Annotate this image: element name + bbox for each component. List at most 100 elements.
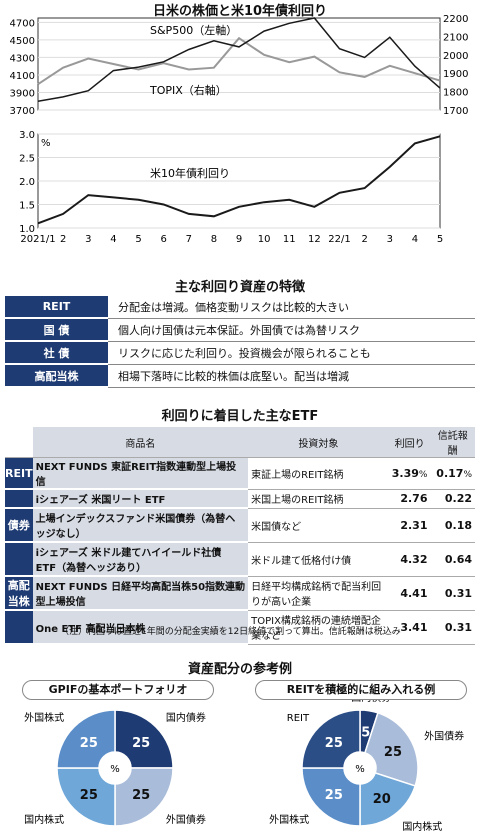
rate-label: 米10年債利回り [150,166,230,180]
x-tick-label: 5 [437,234,443,245]
etf-yield: 4.41 [388,576,431,611]
etf-title: 利回りに着目した主なETF [161,409,319,424]
topix-label: TOPIX（右軸） [149,83,227,97]
right-tick-label: 1700 [443,106,468,117]
x-tick-label: 10 [258,234,271,245]
reit-pie-value: 25 [325,788,343,803]
rate-tick-label: 2.0 [19,177,35,188]
etf-row: One ETF 高配当日本株 TOPIX構成銘柄の連続増配企業など 3.41 0… [5,610,475,645]
feature-row: REIT 分配金は増減。価格変動リスクは比較的大きい [5,296,475,319]
x-tick-label: 4 [412,234,418,245]
right-tick-label: 2000 [443,51,468,62]
reit-pie-slice-label: 国内債券 [351,700,391,704]
gpif-pie-value: 25 [80,788,98,803]
etf-name: iシェアーズ 米国リート ETF [32,489,249,509]
reit-pie-value: 25 [384,745,402,760]
reit-pie-value: 5 [361,725,370,740]
reit-pie-slice [301,767,361,827]
etf-yield: 2.31 [388,508,431,543]
feature-row: 社 債リスクに応じた利回り。投資機会が限られることも [5,341,475,365]
etf-yield-unit: % [418,469,428,480]
x-tick-label: 9 [236,234,242,245]
x-tick-label: 6 [160,234,166,245]
etf-target: TOPIX構成銘柄の連続増配企業など [248,610,389,645]
pie2-title: REITを積極的に組み入れる例 [255,680,467,700]
reit-pie-slice-label: 国内株式 [402,820,442,833]
feature-row: 高配当株 相場下落時に比較的株価は底堅い。配当は増減 [5,364,475,388]
etf-header-yield: 利回り [388,427,431,458]
etf-target: 米国上場のREIT銘柄 [248,489,389,509]
etf-row: 債券 上場インデックスファンド米国債券（為替ヘッジなし） 米国債など 2.31 … [5,508,475,543]
etf-category [5,489,33,509]
x-tick-label: 4 [110,234,116,245]
etf-header-fee: 信託報酬 [430,427,475,458]
x-tick-label: 3 [387,234,393,245]
etf-header-target: 投資対象 [248,427,389,458]
reit-pie-slice [301,709,361,769]
etf-fee: 0.18 [430,508,475,543]
etf-fee-unit: % [463,469,472,480]
sp500-label: S&P500（左軸） [150,23,237,37]
x-tick-label: 2 [361,234,367,245]
reit-pie-slice [363,711,419,787]
etf-fee: 0.64 [430,542,475,577]
x-tick-label: 12 [308,234,321,245]
x-tick-label: 11 [283,234,296,245]
feature-key: 高配当株 [5,364,108,388]
reit-pie-slice-label: 外国債券 [424,729,464,742]
feature-key: 社 債 [5,341,108,365]
rate-tick-label: 1.5 [19,201,35,212]
etf-name: iシェアーズ 米ドル建てハイイールド社債 ETF（為替ヘッジあり） [32,542,249,577]
feature-desc: 個人向け国債は元本保証。外国債では為替リスク [108,318,475,342]
rate-tick-label: 2.5 [19,154,35,165]
gpif-pie-slice-label: 外国債券 [166,813,206,826]
etf-fee: 0.17% [430,457,475,490]
features-table: REIT 分配金は増減。価格変動リスクは比較的大きい国 債個人向け国債は元本保証。… [5,296,475,388]
etf-row: 高配当株 NEXT FUNDS 日経平均高配当株50指数連動型上場投信 日経平均… [5,576,475,611]
feature-row: 国 債個人向け国債は元本保証。外国債では為替リスク [5,318,475,342]
x-tick-label: 2 [60,234,66,245]
gpif-pie-slice-label: 外国株式 [24,711,64,724]
x-tick-label: 7 [186,234,192,245]
etf-name: NEXT FUNDS 日経平均高配当株50指数連動型上場投信 [32,576,249,611]
etf-yield-value: 3.39 [391,466,419,480]
etf-target: 米ドル建て低格付け債 [248,542,389,577]
upper-panel-frame [37,17,441,111]
left-tick-label: 4100 [10,71,35,82]
rate-tick-label: 1.0 [19,224,35,235]
etf-category [5,542,33,577]
gpif-pie-slice [114,767,174,827]
etf-row: REIT NEXT FUNDS 東証REIT指数連動型上場投信 東証上場のREI… [5,457,475,490]
etf-fee-value: 0.17 [436,466,464,480]
allocation-pies: 25 国内債券 25 外国債券 25 国内株式 25 外国株式% 5 国内債券 25 外国債券 20 国内… [24,700,464,833]
etf-table: 商品名 投資対象 利回り 信託報酬 REIT NEXT FUNDS 東証REIT… [5,427,475,645]
etf-fee: 0.31 [430,576,475,611]
left-tick-label: 4500 [10,36,35,47]
feature-desc: 分配金は増減。価格変動リスクは比較的大きい [108,296,475,319]
etf-header-row: 商品名 投資対象 利回り 信託報酬 [5,427,475,458]
etf-name: 上場インデックスファンド米国債券（為替ヘッジなし） [32,508,249,543]
sp500-line [37,17,441,102]
reit-pie-slice [359,771,417,827]
topix-line [37,36,441,86]
etf-header-blank [5,427,33,458]
x-tick-label: 8 [211,234,217,245]
gpif-pie-value: 25 [132,788,150,803]
left-tick-label: 4700 [10,18,35,29]
gpif-pie-slice-label: 国内債券 [166,711,206,724]
etf-fee: 0.22 [430,489,475,509]
etf-category: 債券 [5,508,33,543]
feature-key: 国 債 [5,318,108,342]
alloc-title: 資産配分の参考例 [187,662,292,677]
etf-yield: 3.41 [388,610,431,645]
etf-target: 東証上場のREIT銘柄 [248,457,389,490]
gpif-pie-slice [56,709,116,769]
gpif-pie-slice [56,767,116,827]
feature-desc: リスクに応じた利回り。投資機会が限られることも [108,341,475,365]
gpif-pie-slice-label: 国内株式 [24,813,64,826]
features-title: 主な利回り資産の特徴 [174,280,305,295]
reit-pie-slice-label: 外国株式 [269,813,309,826]
etf-note: （注）利回りは直近1年間の分配金実績を12日終値で割って算出。信託報酬は税込み [60,627,401,637]
gpif-pie-slice [114,709,174,769]
left-tick-label: 4300 [10,53,35,64]
